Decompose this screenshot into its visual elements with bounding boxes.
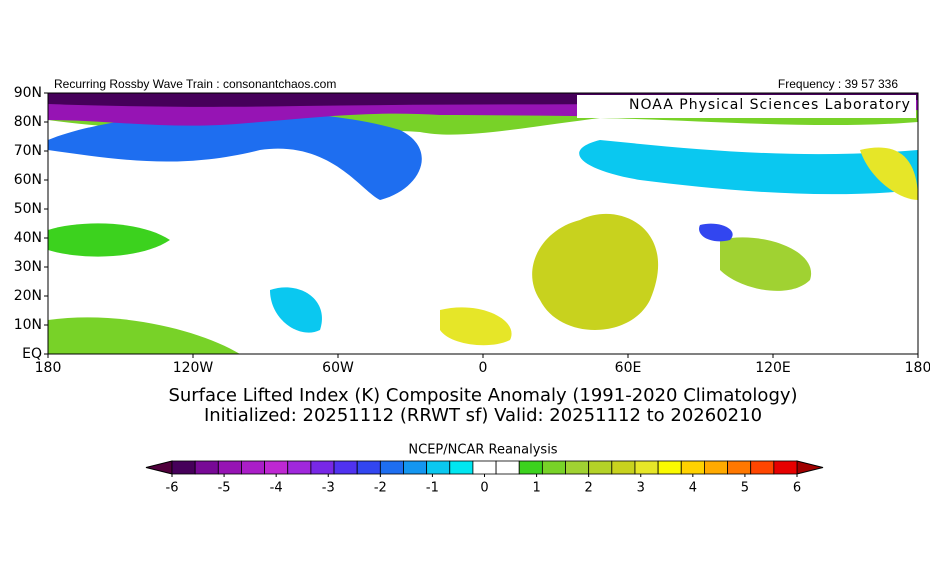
- colorbar-box: [704, 460, 728, 475]
- colorbar-label: 4: [689, 481, 697, 496]
- colorbar-box: [565, 460, 590, 475]
- map-field: [48, 93, 918, 354]
- colorbar-box: [634, 460, 659, 475]
- colorbar-box: [333, 460, 358, 475]
- colorbar-label: -5: [218, 481, 231, 496]
- title-line: Surface Lifted Index (K) Composite Anoma…: [168, 385, 797, 406]
- colorbar-box: [264, 460, 289, 475]
- colorbar-label: 5: [741, 481, 749, 496]
- colorbar-box: [449, 460, 474, 475]
- colorbar-box: [379, 460, 404, 475]
- colorbar-box: [611, 460, 636, 475]
- colorbar-box: [194, 460, 219, 475]
- colorbar-box: [657, 460, 682, 475]
- colorbar-under: [145, 460, 173, 475]
- lon-label: 60W: [322, 360, 354, 376]
- lat-label: 20N: [14, 288, 42, 304]
- colorbar-label: 3: [637, 481, 645, 496]
- colorbar-label: -6: [166, 481, 179, 496]
- colorbar-box: [356, 460, 381, 475]
- colorbar-title: NCEP/NCAR Reanalysis: [408, 443, 557, 458]
- lat-label: 30N: [14, 259, 42, 275]
- title-line: Initialized: 20251112 (RRWT sf) Valid: 2…: [204, 405, 762, 426]
- header-left: Recurring Rossby Wave Train : consonantc…: [54, 77, 336, 91]
- colorbar-label: -1: [426, 481, 439, 496]
- colorbar-label: -2: [374, 481, 387, 496]
- header-right: Frequency : 39 57 336: [778, 77, 898, 91]
- colorbar-label: 6: [793, 481, 801, 496]
- lon-label: 60E: [615, 360, 642, 376]
- colorbar-label: 2: [585, 481, 593, 496]
- colorbar-label: -4: [270, 481, 283, 496]
- lat-label: EQ: [22, 346, 42, 362]
- colorbar-box: [495, 460, 520, 475]
- colorbar-box: [426, 460, 451, 475]
- lon-label: 120W: [173, 360, 214, 376]
- colorbar-box: [241, 460, 265, 475]
- lat-label: 10N: [14, 317, 42, 333]
- colorbar-box: [403, 460, 428, 475]
- colorbar-box: [518, 460, 543, 475]
- lat-label: 50N: [14, 201, 42, 217]
- colorbar-box: [541, 460, 566, 475]
- colorbar-over: [796, 460, 824, 475]
- lon-label: 0: [479, 360, 488, 376]
- lon-label: 180: [905, 360, 930, 376]
- colorbar-box: [588, 460, 613, 475]
- lat-label: 90N: [14, 85, 42, 101]
- colorbar-box: [680, 460, 705, 475]
- colorbar-box: [750, 460, 775, 475]
- lat-label: 80N: [14, 114, 42, 130]
- colorbar-box: [287, 460, 312, 475]
- lon-label: 180: [35, 360, 62, 376]
- colorbar-label: 0: [480, 481, 488, 496]
- lat-label: 70N: [14, 143, 42, 159]
- lat-label: 40N: [14, 230, 42, 246]
- map-label: NOAA Physical Sciences Laboratory: [629, 97, 911, 113]
- colorbar-label: 1: [532, 481, 540, 496]
- lat-label: 60N: [14, 172, 42, 188]
- colorbar-box: [727, 460, 752, 475]
- colorbar-box: [171, 460, 196, 475]
- colorbar-label: -3: [322, 481, 335, 496]
- colorbar-box: [310, 460, 335, 475]
- colorbar-box: [472, 460, 497, 475]
- lon-label: 120E: [755, 360, 791, 376]
- label-box: [577, 95, 916, 118]
- colorbar-box: [217, 460, 242, 475]
- colorbar-box: [773, 460, 798, 475]
